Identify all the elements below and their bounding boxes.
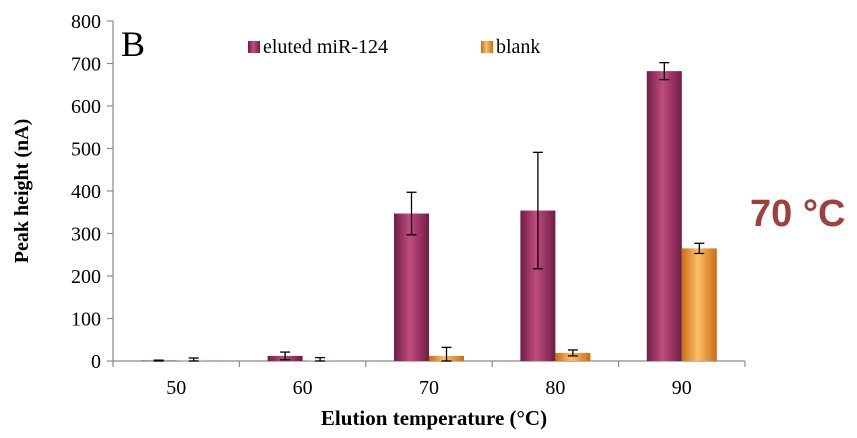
bar-eluted-mir-124-90 [646, 71, 682, 362]
error-bar-eluted-mir-124-50 [153, 359, 164, 362]
annotation-temperature: 70 °C [750, 193, 845, 235]
y-tick-label-400: 400 [71, 181, 101, 203]
error-bar-blank-50 [188, 357, 199, 362]
legend-swatch-eluted-mir-124 [248, 41, 260, 53]
x-axis-label: Elution temperature (°C) [321, 406, 547, 430]
x-tick-label-60: 60 [293, 377, 313, 399]
y-tick-label-700: 700 [71, 54, 101, 76]
bar-eluted-mir-124-70 [394, 213, 429, 361]
y-tick-label-300: 300 [71, 224, 101, 246]
error-bar-eluted-mir-124-80 [532, 151, 543, 270]
y-ticks: 0 100 200 300 400 500 600 700 800 [71, 11, 113, 373]
bar-blank-80 [555, 352, 591, 361]
bar-blank-90 [681, 248, 717, 361]
error-bar-eluted-mir-124-70 [406, 191, 417, 236]
bars [141, 71, 717, 362]
x-tick-label-70: 70 [419, 377, 439, 399]
error-bar-eluted-mir-124-90 [659, 62, 670, 81]
legend-swatch-blank [481, 41, 493, 53]
y-tick-label-200: 200 [71, 266, 101, 288]
y-tick-label-500: 500 [71, 139, 101, 161]
error-bars [153, 62, 705, 362]
legend-label-eluted-mir-124: eluted miR-124 [263, 36, 388, 58]
y-tick-label-800: 800 [71, 11, 101, 33]
error-bar-blank-90 [694, 242, 705, 255]
x-tick-label-90: 90 [672, 377, 692, 399]
legend-label-blank: blank [496, 36, 540, 58]
error-bar-blank-60 [315, 356, 326, 362]
y-tick-label-600: 600 [71, 96, 101, 118]
x-tick-label-50: 50 [166, 377, 186, 399]
legend: eluted miR-124 blank [248, 36, 540, 58]
y-tick-label-0: 0 [91, 351, 101, 373]
error-bar-blank-70 [441, 346, 452, 362]
x-ticks: 50 60 70 80 90 [112, 361, 746, 399]
panel-label: B [121, 24, 145, 64]
error-bar-eluted-mir-124-60 [280, 351, 291, 361]
error-bar-blank-80 [567, 349, 578, 357]
y-tick-label-100: 100 [71, 309, 101, 331]
x-tick-label-80: 80 [545, 377, 565, 399]
y-axis-label: Peak height (nA) [11, 119, 33, 263]
